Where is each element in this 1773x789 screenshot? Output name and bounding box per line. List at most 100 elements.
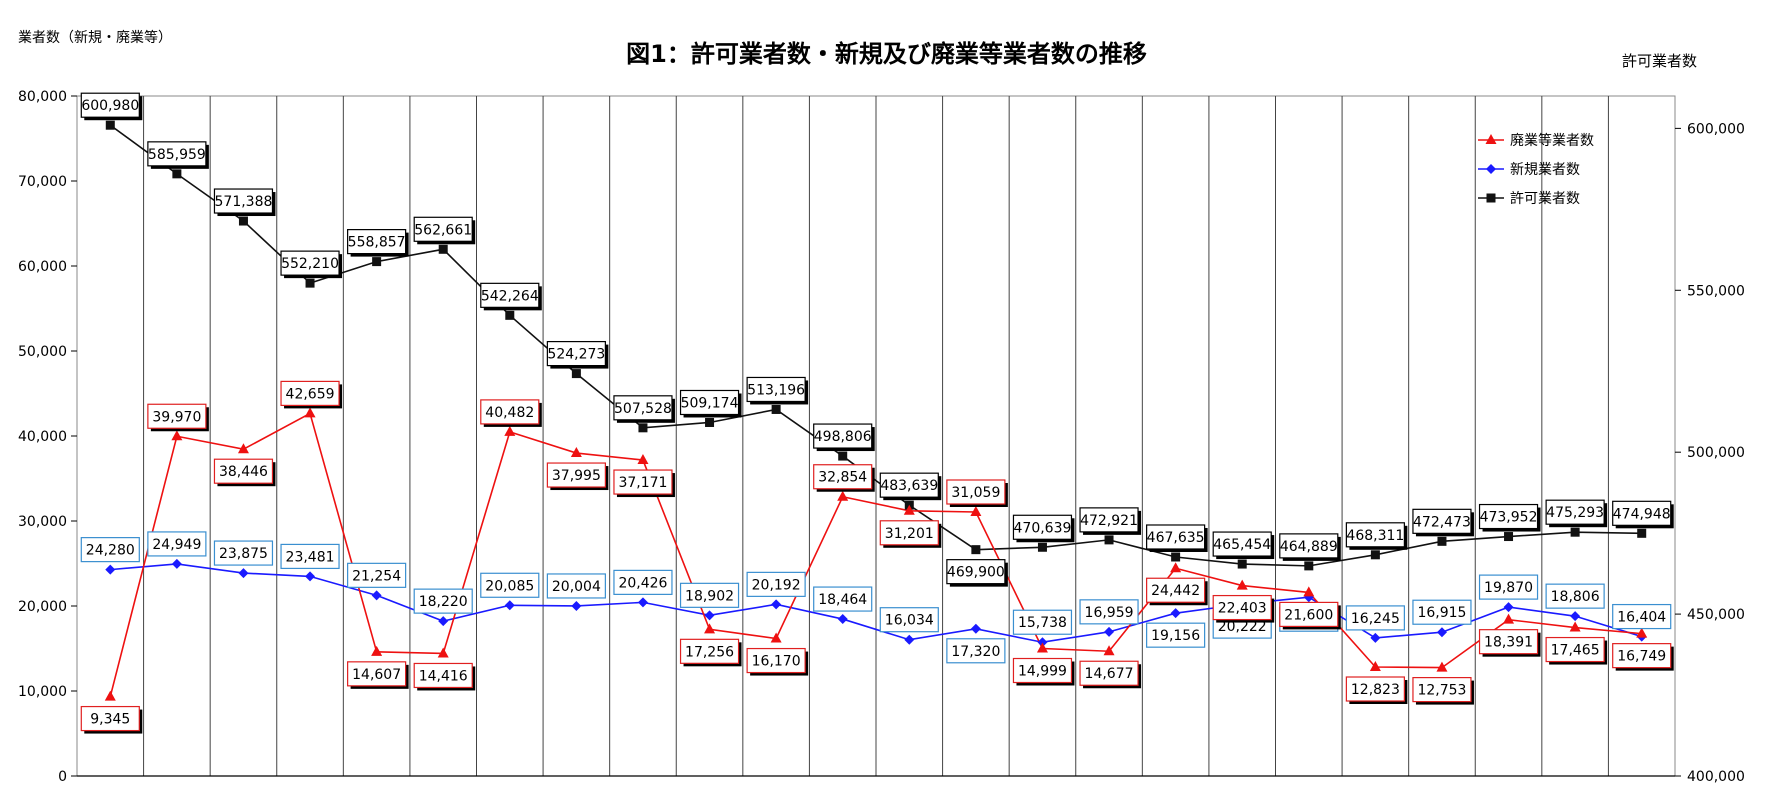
data-label-box xyxy=(1545,583,1605,609)
left-tick-label: 80,000 xyxy=(18,89,67,105)
data-point xyxy=(437,647,449,658)
data-label-box xyxy=(280,250,340,276)
data-label: 552,210 xyxy=(281,256,339,272)
data-point xyxy=(771,404,781,414)
right-tick-label: 400,000 xyxy=(1687,769,1745,785)
data-point xyxy=(903,504,915,515)
data-point xyxy=(1637,528,1647,538)
data-label: 20,192 xyxy=(752,577,801,593)
data-label: 571,388 xyxy=(215,194,273,210)
data-label-box xyxy=(1412,599,1472,625)
data-label: 18,391 xyxy=(1484,635,1533,651)
data-label: 18,220 xyxy=(419,594,468,610)
data-label: 16,245 xyxy=(1351,611,1400,627)
data-label: 19,156 xyxy=(1151,628,1200,644)
data-point xyxy=(838,451,848,461)
data-point xyxy=(1036,642,1048,653)
data-label: 524,273 xyxy=(547,347,605,363)
data-label: 472,473 xyxy=(1413,514,1471,530)
data-label-box xyxy=(746,571,806,597)
data-label-box xyxy=(1612,643,1672,669)
data-point xyxy=(638,423,648,433)
data-label-box xyxy=(1079,660,1139,686)
data-point xyxy=(705,417,715,427)
data-point xyxy=(172,169,182,179)
left-tick-label: 0 xyxy=(58,769,67,785)
data-label: 18,464 xyxy=(818,592,867,608)
data-point xyxy=(971,545,981,555)
data-point xyxy=(571,369,581,379)
data-label: 32,854 xyxy=(818,470,867,486)
data-label-box xyxy=(1412,508,1472,534)
data-point xyxy=(1504,532,1514,542)
data-label-box xyxy=(480,572,540,598)
data-point xyxy=(770,632,782,643)
data-point xyxy=(438,244,448,254)
data-point xyxy=(704,610,715,621)
left-tick-label: 50,000 xyxy=(18,344,67,360)
data-label: 21,254 xyxy=(352,568,401,584)
data-point xyxy=(1304,561,1314,571)
data-label: 23,875 xyxy=(219,546,268,562)
data-point xyxy=(104,690,116,701)
data-point xyxy=(1236,579,1248,590)
data-label: 600,980 xyxy=(81,98,139,114)
data-label: 473,952 xyxy=(1480,510,1538,526)
data-label: 16,749 xyxy=(1617,649,1666,665)
left-axis-title: 業者数（新規・廃業等） xyxy=(18,30,172,46)
data-label-box xyxy=(280,543,340,570)
data-label-box xyxy=(613,569,673,595)
data-label: 39,970 xyxy=(152,409,201,425)
data-label-box xyxy=(1345,676,1405,702)
data-label-box xyxy=(1345,605,1405,631)
data-label-box xyxy=(746,376,806,403)
data-label: 507,528 xyxy=(614,401,672,417)
data-label-box xyxy=(1345,522,1405,548)
data-label-box xyxy=(413,662,473,689)
right-tick-label: 550,000 xyxy=(1687,283,1745,299)
data-point xyxy=(371,645,383,656)
legend-marker xyxy=(1486,193,1496,203)
data-label: 12,823 xyxy=(1351,682,1400,698)
data-label: 16,959 xyxy=(1085,605,1134,621)
data-label: 16,170 xyxy=(752,654,801,670)
data-point xyxy=(1237,559,1247,569)
data-label-box xyxy=(1478,629,1539,655)
data-point xyxy=(637,454,649,465)
data-label-box xyxy=(1146,577,1206,603)
data-label: 20,004 xyxy=(552,579,601,595)
data-point xyxy=(504,600,515,611)
data-label-box xyxy=(1612,603,1672,630)
data-point xyxy=(304,407,316,418)
data-label: 12,753 xyxy=(1417,683,1466,699)
data-label: 562,661 xyxy=(414,222,472,238)
data-point xyxy=(171,558,182,569)
data-label-box xyxy=(147,141,207,167)
legend-marker xyxy=(1485,134,1497,144)
data-label: 17,320 xyxy=(951,644,1000,660)
data-point xyxy=(238,568,249,579)
series-line xyxy=(110,563,1642,644)
data-label: 38,446 xyxy=(219,464,268,480)
data-point xyxy=(1037,637,1048,648)
data-label-box xyxy=(1478,574,1539,600)
data-point xyxy=(1436,627,1447,638)
data-label: 483,639 xyxy=(880,478,938,494)
data-label: 40,482 xyxy=(485,405,534,421)
data-point xyxy=(1370,550,1380,560)
right-axis-title: 許可業者数 xyxy=(1622,52,1698,70)
data-label: 16,034 xyxy=(885,613,934,629)
chart-title: 図1：許可業者数・新規及び廃業等業者数の推移 xyxy=(626,40,1147,68)
data-label: 37,171 xyxy=(618,475,667,491)
data-label-box xyxy=(546,462,606,488)
data-point xyxy=(371,590,382,601)
data-point xyxy=(171,430,183,441)
data-point xyxy=(1503,602,1514,613)
data-point xyxy=(504,425,516,436)
left-tick-label: 40,000 xyxy=(18,429,67,445)
data-label: 24,442 xyxy=(1151,583,1200,599)
data-point xyxy=(1569,621,1581,632)
data-label-box xyxy=(613,395,673,421)
data-label-box xyxy=(746,647,806,674)
